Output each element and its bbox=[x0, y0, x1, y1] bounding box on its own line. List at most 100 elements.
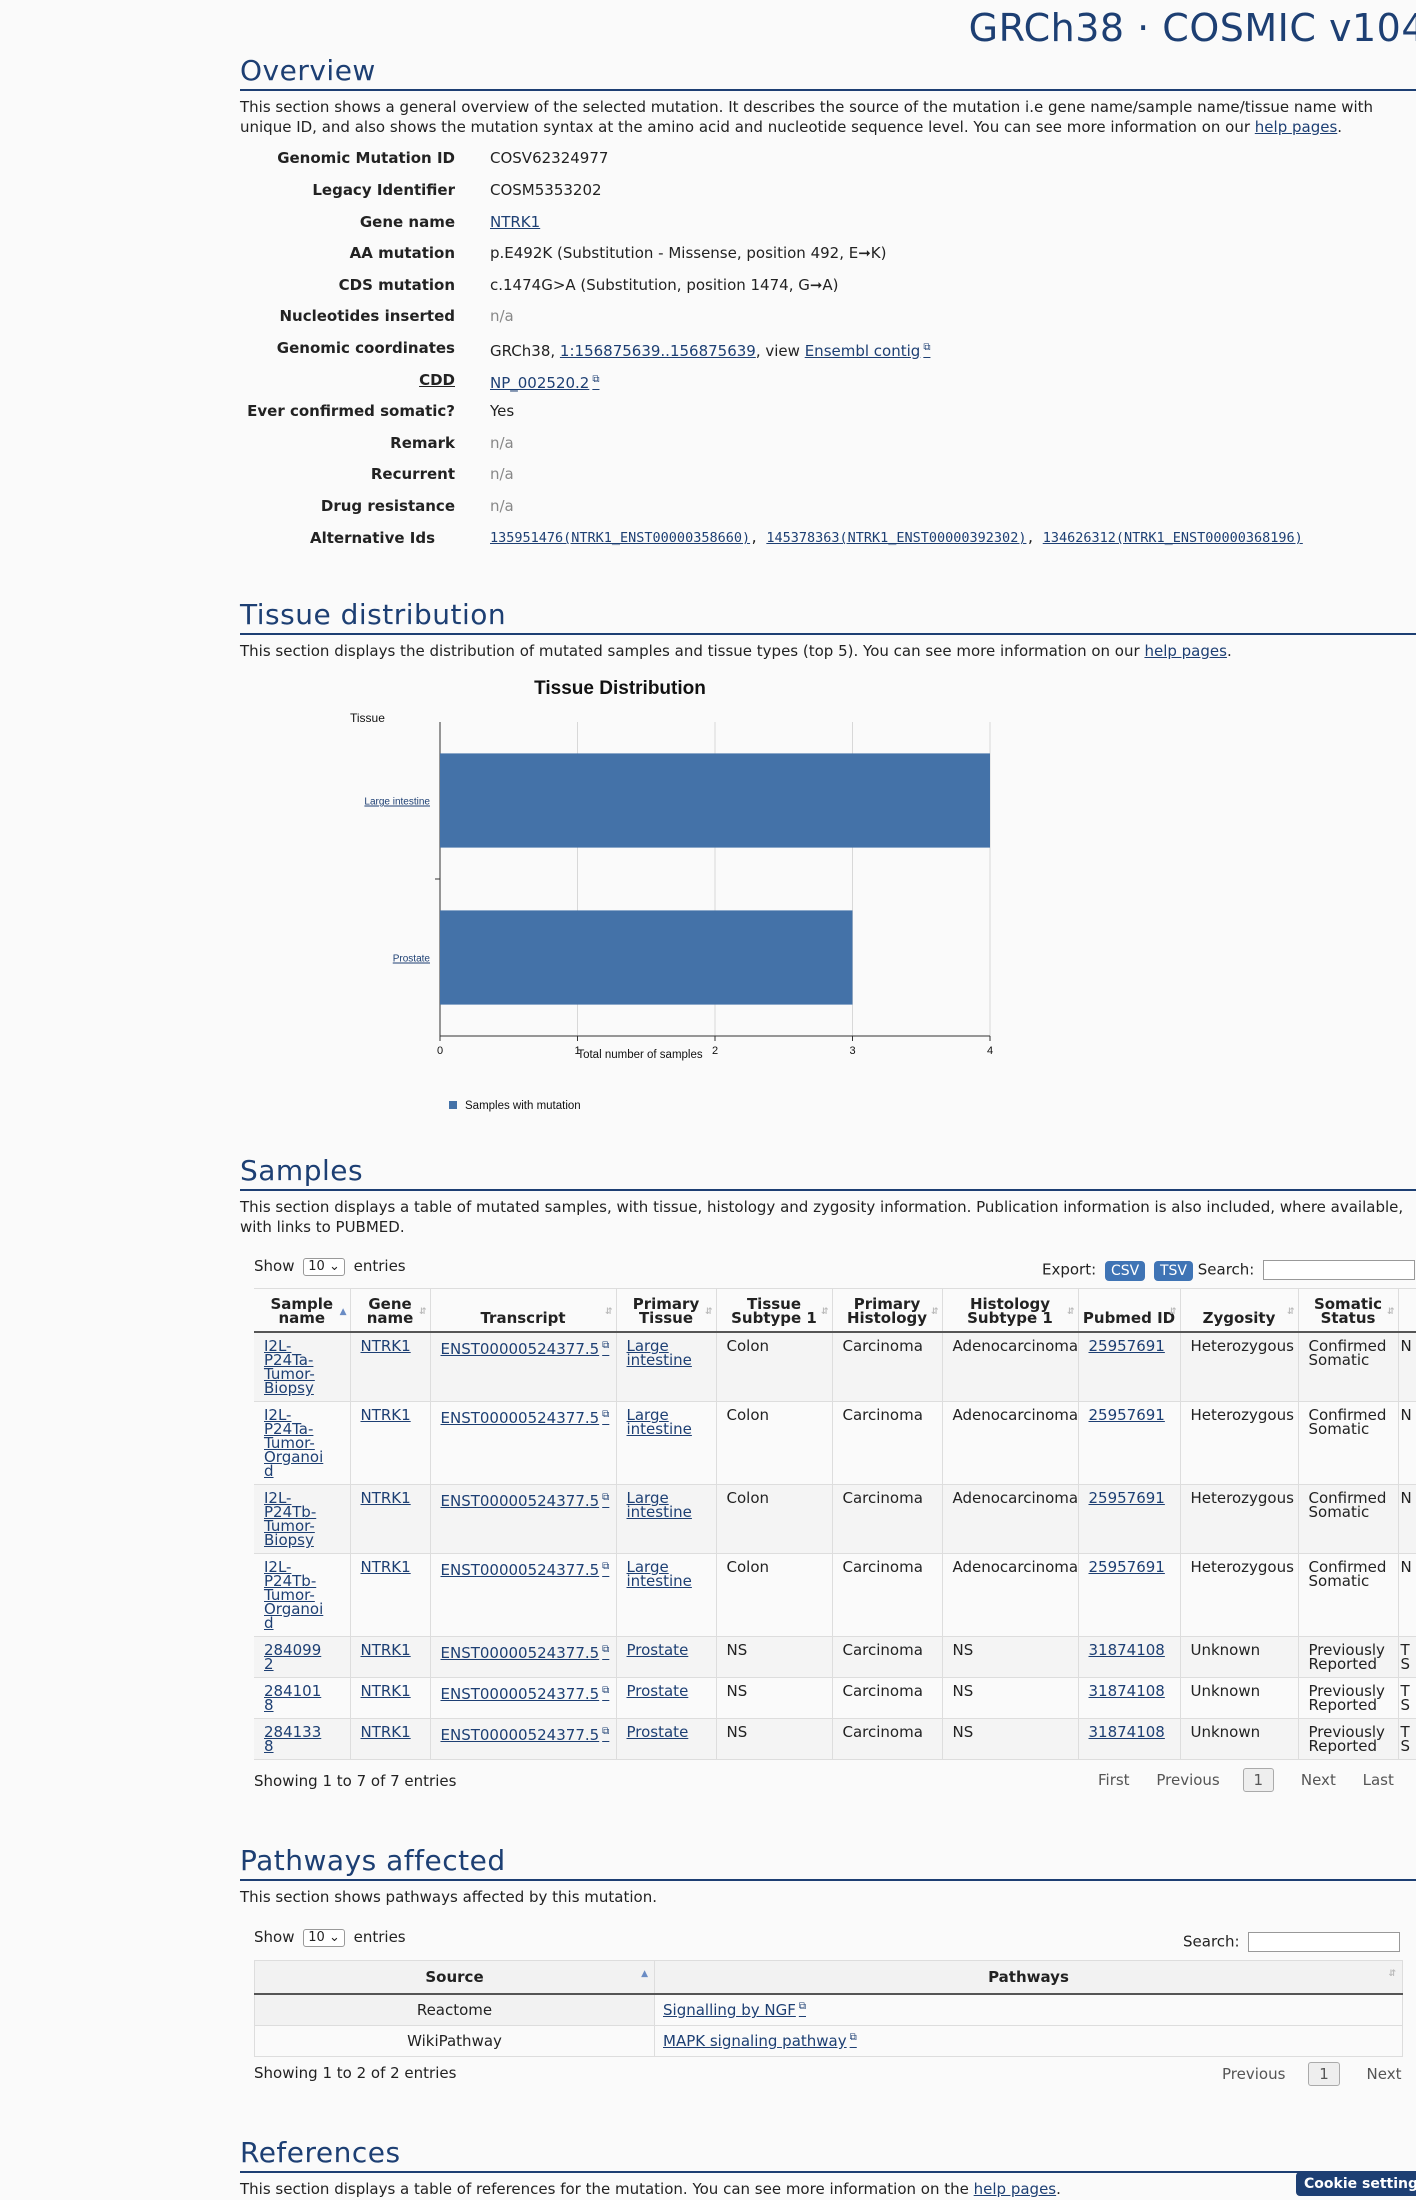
tissue-link[interactable]: Large intestine bbox=[626, 1337, 692, 1369]
sample-name-link[interactable]: I2L-P24Tb-Tumor-Organoid bbox=[264, 1558, 324, 1632]
column-header[interactable]: Zygosity ⇵ bbox=[1180, 1288, 1299, 1333]
pager-first[interactable]: First bbox=[1098, 1771, 1130, 1789]
gene-link[interactable]: NTRK1 bbox=[360, 1489, 411, 1507]
gene-link[interactable]: NTRK1 bbox=[360, 1682, 411, 1700]
column-header[interactable]: Somatic Status ⇵ bbox=[1298, 1288, 1399, 1333]
tissue-link[interactable]: Prostate bbox=[626, 1641, 689, 1659]
overview-help-link[interactable]: help pages bbox=[1254, 118, 1338, 136]
pubmed-link[interactable]: 25957691 bbox=[1088, 1406, 1165, 1424]
cdd-link[interactable]: NP_002520.2 bbox=[490, 368, 599, 395]
pager-last[interactable]: Last bbox=[1362, 1771, 1394, 1789]
samples-table: Sample name ▲ Gene name ⇵ Transcript ⇵ Primary… bbox=[254, 1288, 1416, 1760]
table-row: 2840992 NTRK1 ENST00000524377.5 Prostate NS C… bbox=[254, 1636, 1416, 1678]
gene-link[interactable]: NTRK1 bbox=[360, 1337, 411, 1355]
category-label-link[interactable]: Large intestine bbox=[364, 797, 430, 808]
column-header[interactable]: Tissue Subtype 1 ⇵ bbox=[716, 1288, 833, 1333]
samples-length-control: Show 10 ⌄ entries bbox=[254, 1257, 406, 1276]
primary-histology: Carcinoma bbox=[842, 1682, 923, 1700]
pubmed-link[interactable]: 25957691 bbox=[1088, 1558, 1165, 1576]
truncated-cell: N bbox=[1400, 1406, 1412, 1424]
transcript-link[interactable]: ENST00000524377.5 bbox=[441, 1561, 610, 1579]
sample-name-link[interactable]: 2841338 bbox=[264, 1723, 322, 1755]
truncated-cell: T S bbox=[1400, 1641, 1411, 1673]
column-header-source[interactable]: Source ▲ bbox=[254, 1960, 655, 1995]
pathway-link[interactable]: Signalling by NGF bbox=[663, 2001, 806, 2019]
transcript-link[interactable]: ENST00000524377.5 bbox=[441, 1409, 610, 1427]
alternative-id-link[interactable]: 135951476(NTRK1_ENST00000358660) bbox=[490, 530, 751, 546]
gene-link[interactable]: NTRK1 bbox=[360, 1558, 411, 1576]
somatic-status: Previously Reported bbox=[1308, 1723, 1385, 1755]
column-header[interactable]: Primary Tissue ⇵ bbox=[616, 1288, 717, 1333]
sort-icon: ⇵ bbox=[418, 1307, 427, 1317]
pager-previous[interactable]: Previous bbox=[1222, 2065, 1286, 2083]
transcript-link[interactable]: ENST00000524377.5 bbox=[441, 1644, 610, 1662]
sort-icon: ⇵ bbox=[1066, 1307, 1075, 1317]
transcript-link[interactable]: ENST00000524377.5 bbox=[441, 1726, 610, 1744]
zygosity: Heterozygous bbox=[1190, 1337, 1294, 1355]
alternative-id-link[interactable]: 145378363(NTRK1_ENST00000392302) bbox=[766, 530, 1027, 546]
gene-link[interactable]: NTRK1 bbox=[360, 1723, 411, 1741]
transcript-link[interactable]: ENST00000524377.5 bbox=[441, 1340, 610, 1358]
export-tsv-button[interactable]: TSV bbox=[1153, 1260, 1193, 1281]
pubmed-link[interactable]: 31874108 bbox=[1088, 1641, 1165, 1659]
gene-link[interactable]: NTRK1 bbox=[360, 1406, 411, 1424]
coordinates-link[interactable]: 1:156875639..156875639 bbox=[559, 342, 756, 360]
remark-value: n/a bbox=[490, 434, 514, 452]
tissue-description: This section displays the distribution o… bbox=[240, 642, 1232, 660]
gene-name-link[interactable]: NTRK1 bbox=[490, 213, 541, 231]
category-label-link[interactable]: Prostate bbox=[393, 954, 431, 965]
tissue-link[interactable]: Prostate bbox=[626, 1723, 689, 1741]
pathway-link[interactable]: MAPK signaling pathway bbox=[663, 2032, 857, 2050]
tissue-link[interactable]: Prostate bbox=[626, 1682, 689, 1700]
pubmed-link[interactable]: 31874108 bbox=[1088, 1682, 1165, 1700]
bar[interactable] bbox=[440, 753, 990, 848]
legend-label[interactable]: Samples with mutation bbox=[465, 1100, 581, 1112]
pathways-title: Pathways affected bbox=[240, 1844, 1416, 1881]
tissue-link[interactable]: Large intestine bbox=[626, 1558, 692, 1590]
column-header[interactable]: Primary Histology ⇵ bbox=[832, 1288, 943, 1333]
gene-link[interactable]: NTRK1 bbox=[360, 1641, 411, 1659]
column-header[interactable]: Gene name ⇵ bbox=[350, 1288, 431, 1333]
pager-previous[interactable]: Previous bbox=[1156, 1771, 1220, 1789]
histology-subtype: Adenocarcinoma bbox=[952, 1337, 1079, 1355]
pubmed-link[interactable]: 31874108 bbox=[1088, 1723, 1165, 1741]
pager-page-1[interactable]: 1 bbox=[1308, 2062, 1340, 2086]
pager-page-1[interactable]: 1 bbox=[1242, 1768, 1275, 1792]
pager-next[interactable]: Next bbox=[1300, 1771, 1336, 1789]
somatic-status: Confirmed Somatic bbox=[1308, 1489, 1387, 1521]
samples-page-size-select[interactable]: 10 ⌄ bbox=[303, 1257, 345, 1276]
sample-name-link[interactable]: 2841018 bbox=[264, 1682, 322, 1714]
export-csv-button[interactable]: CSV bbox=[1104, 1260, 1146, 1281]
column-header[interactable] bbox=[1398, 1288, 1416, 1333]
ensembl-contig-link[interactable]: Ensembl contig bbox=[805, 342, 931, 360]
column-header[interactable]: Transcript ⇵ bbox=[430, 1288, 617, 1333]
x-tick-label: 0 bbox=[437, 1045, 443, 1057]
sample-name-link[interactable]: 2840992 bbox=[264, 1641, 322, 1673]
sort-icon: ⇵ bbox=[1388, 1969, 1396, 1979]
pager-next[interactable]: Next bbox=[1366, 2065, 1402, 2083]
alternative-id-link[interactable]: 134626312(NTRK1_ENST00000368196) bbox=[1042, 530, 1303, 546]
references-help-link[interactable]: help pages bbox=[973, 2180, 1057, 2198]
pathways-page-size-select[interactable]: 10 ⌄ bbox=[303, 1928, 345, 1947]
column-header[interactable]: Pubmed ID ⇵ bbox=[1078, 1288, 1181, 1333]
cookie-settings-button[interactable]: Cookie settings bbox=[1296, 2172, 1416, 2196]
tissue-link[interactable]: Large intestine bbox=[626, 1406, 692, 1438]
tissue-help-link[interactable]: help pages bbox=[1144, 642, 1227, 660]
sample-name-link[interactable]: I2L-P24Tb-Tumor-Biopsy bbox=[264, 1489, 317, 1549]
column-header-pathways[interactable]: Pathways ⇵ bbox=[654, 1960, 1403, 1995]
transcript-link[interactable]: ENST00000524377.5 bbox=[441, 1492, 610, 1510]
sample-name-link[interactable]: I2L-P24Ta-Tumor-Organoid bbox=[264, 1406, 324, 1480]
pubmed-link[interactable]: 25957691 bbox=[1088, 1337, 1165, 1355]
column-header[interactable]: Sample name ▲ bbox=[254, 1288, 351, 1333]
pathways-pagination: Previous 1 Next bbox=[1200, 2062, 1401, 2086]
samples-export-search: Export: CSV TSV Search: bbox=[1042, 1260, 1416, 1281]
x-tick-label: 1 bbox=[574, 1045, 580, 1057]
samples-search-input[interactable] bbox=[1263, 1260, 1416, 1280]
sample-name-link[interactable]: I2L-P24Ta-Tumor-Biopsy bbox=[264, 1337, 315, 1397]
column-header[interactable]: Histology Subtype 1 ⇵ bbox=[942, 1288, 1079, 1333]
bar[interactable] bbox=[440, 910, 853, 1005]
pathways-search-input[interactable] bbox=[1248, 1932, 1401, 1952]
tissue-link[interactable]: Large intestine bbox=[626, 1489, 692, 1521]
transcript-link[interactable]: ENST00000524377.5 bbox=[441, 1685, 610, 1703]
pubmed-link[interactable]: 25957691 bbox=[1088, 1489, 1165, 1507]
